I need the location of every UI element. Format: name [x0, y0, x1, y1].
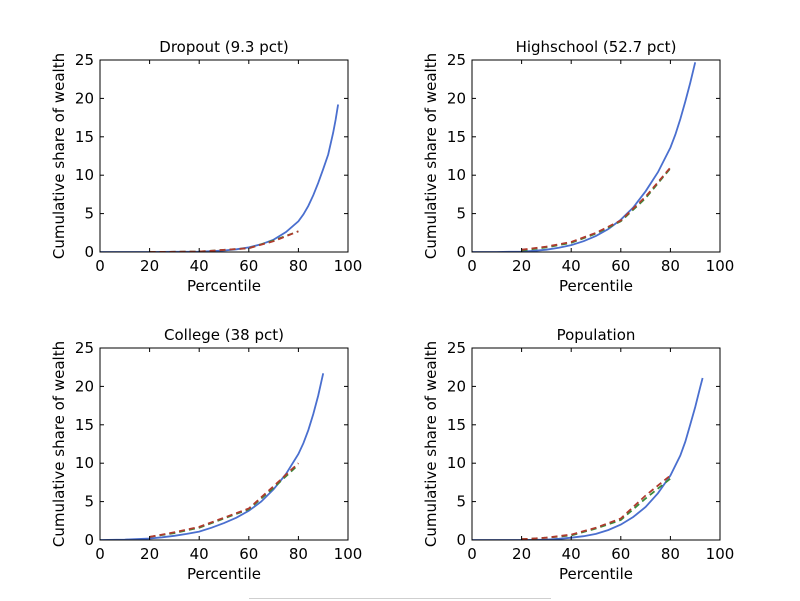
series-line-1	[472, 62, 697, 252]
y-tick-label: 20	[447, 377, 466, 395]
x-axis-label: Percentile	[559, 565, 633, 583]
axes-frame	[99, 347, 349, 541]
x-axis-label: Percentile	[559, 277, 633, 295]
series-line-3	[521, 474, 671, 540]
x-tick-label: 20	[512, 257, 531, 275]
y-tick-label: 25	[75, 51, 94, 69]
y-tick-label: 0	[84, 531, 94, 549]
x-axis-label: Percentile	[187, 565, 261, 583]
y-axis-label: Cumulative share of wealth	[50, 341, 68, 547]
series-line-2	[149, 230, 299, 252]
x-tick-label: 100	[334, 257, 363, 275]
y-tick-label: 15	[447, 416, 466, 434]
y-tick-label: 10	[75, 166, 94, 184]
series-line-1	[100, 104, 339, 252]
y-tick-label: 10	[75, 454, 94, 472]
x-tick-label: 60	[611, 257, 630, 275]
panel-title: College (38 pct)	[164, 326, 284, 344]
y-tick-label: 5	[84, 205, 94, 223]
x-tick-label: 20	[140, 545, 159, 563]
x-tick-label: 80	[661, 257, 680, 275]
series-line-2	[149, 464, 300, 538]
axes-frame	[99, 59, 349, 253]
panel-1: 0 20 40 60 80 100 0 5 10 15 20 25 Dropout (9.3 pct) P…	[50, 38, 362, 295]
y-tick-label: 25	[447, 51, 466, 69]
y-tick-label: 20	[75, 89, 94, 107]
x-tick-label: 40	[562, 545, 581, 563]
x-tick-label: 60	[239, 257, 258, 275]
y-tick-label: 0	[456, 243, 466, 261]
x-axis-label: Percentile	[187, 277, 261, 295]
x-tick-label: 100	[334, 545, 363, 563]
y-tick-label: 20	[75, 377, 94, 395]
y-tick-label: 15	[75, 416, 94, 434]
series-line-1	[100, 373, 325, 540]
y-axis-label: Cumulative share of wealth	[50, 53, 68, 259]
x-tick-label: 60	[611, 545, 630, 563]
series-line-3	[149, 462, 300, 538]
panel-title: Population	[557, 326, 636, 344]
series-line-2	[521, 167, 672, 252]
axes-frame	[471, 59, 721, 253]
y-axis-label: Cumulative share of wealth	[422, 341, 440, 547]
axes-frame	[471, 347, 721, 541]
x-tick-label: 0	[467, 545, 477, 563]
legend-strip	[249, 598, 551, 601]
x-tick-label: 0	[95, 257, 105, 275]
x-tick-label: 100	[706, 257, 735, 275]
y-tick-label: 25	[75, 339, 94, 357]
y-axis-label: Cumulative share of wealth	[422, 53, 440, 259]
panel-4: 0 20 40 60 80 100 0 5 10 15 20 25 Population Percenti…	[422, 326, 734, 583]
series-line-3	[521, 166, 672, 251]
panel-title: Dropout (9.3 pct)	[159, 38, 288, 56]
x-tick-label: 100	[706, 545, 735, 563]
x-tick-label: 0	[467, 257, 477, 275]
x-tick-label: 20	[140, 257, 159, 275]
series-line-1	[472, 377, 704, 540]
y-tick-label: 5	[456, 493, 466, 511]
series-line-2	[521, 477, 671, 540]
y-tick-label: 0	[84, 243, 94, 261]
y-tick-label: 15	[447, 128, 466, 146]
y-tick-label: 10	[447, 166, 466, 184]
panel-title: Highschool (52.7 pct)	[516, 38, 677, 56]
y-tick-label: 20	[447, 89, 466, 107]
x-tick-label: 40	[190, 545, 209, 563]
x-tick-label: 40	[190, 257, 209, 275]
x-tick-label: 0	[95, 545, 105, 563]
x-tick-label: 40	[562, 257, 581, 275]
y-tick-label: 5	[456, 205, 466, 223]
x-tick-label: 80	[289, 257, 308, 275]
x-tick-label: 80	[289, 545, 308, 563]
x-tick-label: 60	[239, 545, 258, 563]
y-tick-label: 10	[447, 454, 466, 472]
x-tick-label: 80	[661, 545, 680, 563]
panel-3: 0 20 40 60 80 100 0 5 10 15 20 25 College (38 pct) Pe…	[50, 326, 362, 583]
series-line-3	[149, 230, 299, 252]
y-tick-label: 25	[447, 339, 466, 357]
y-tick-label: 0	[456, 531, 466, 549]
x-tick-label: 20	[512, 545, 531, 563]
panel-2: 0 20 40 60 80 100 0 5 10 15 20 25 Highschool (52.7 p…	[422, 38, 734, 295]
y-tick-label: 15	[75, 128, 94, 146]
y-tick-label: 5	[84, 493, 94, 511]
